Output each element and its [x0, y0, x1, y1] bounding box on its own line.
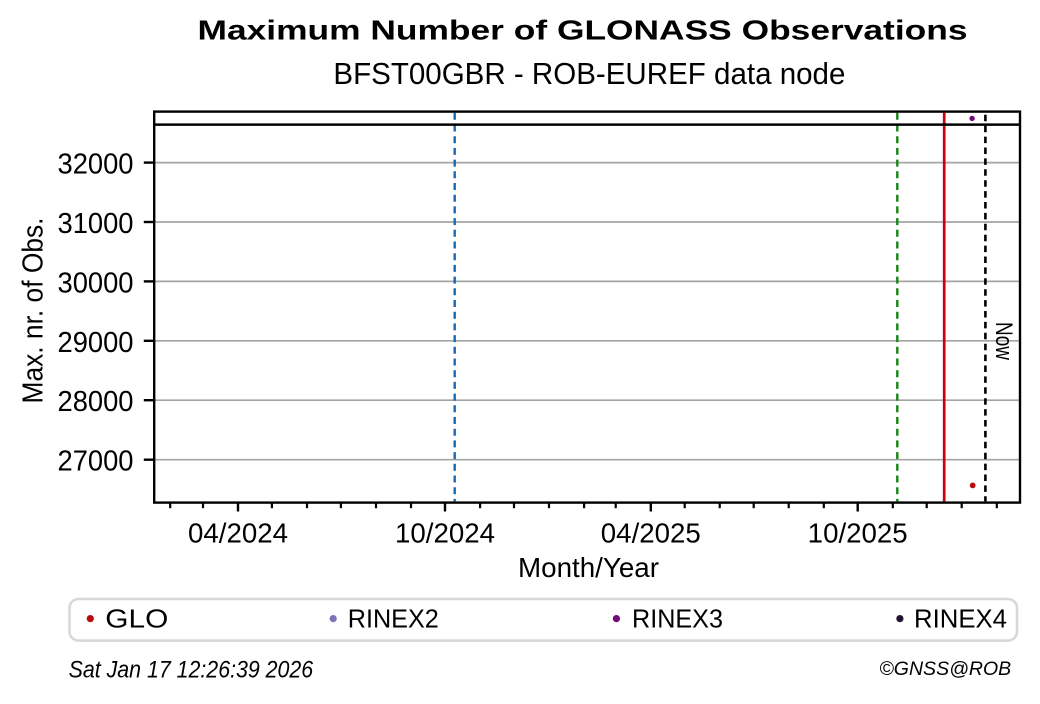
svg-text:04/2024: 04/2024	[188, 518, 288, 549]
svg-text:30000: 30000	[58, 267, 134, 299]
svg-text:GLO: GLO	[105, 604, 168, 634]
svg-text:©GNSS@ROB: ©GNSS@ROB	[879, 658, 1011, 680]
svg-text:04/2025: 04/2025	[601, 518, 701, 549]
svg-text:27000: 27000	[58, 446, 134, 478]
svg-text:Max. nr. of Obs.: Max. nr. of Obs.	[17, 218, 49, 404]
svg-text:Month/Year: Month/Year	[518, 552, 659, 583]
svg-text:31000: 31000	[58, 208, 134, 240]
svg-text:32000: 32000	[58, 149, 134, 181]
svg-text:RINEX3: RINEX3	[632, 604, 723, 634]
svg-text:Maximum Number of GLONASS Obse: Maximum Number of GLONASS Observations	[198, 15, 968, 46]
svg-text:RINEX2: RINEX2	[348, 604, 439, 634]
svg-text:RINEX4: RINEX4	[914, 604, 1007, 634]
svg-text:28000: 28000	[58, 386, 134, 418]
svg-text:Sat Jan 17 12:26:39 2026: Sat Jan 17 12:26:39 2026	[69, 657, 314, 684]
svg-text:BFST00GBR - ROB-EUREF data nod: BFST00GBR - ROB-EUREF data node	[333, 58, 845, 91]
svg-text:Now: Now	[990, 322, 1017, 361]
svg-text:29000: 29000	[58, 327, 134, 359]
svg-text:10/2024: 10/2024	[395, 518, 495, 549]
svg-text:10/2025: 10/2025	[808, 518, 908, 549]
